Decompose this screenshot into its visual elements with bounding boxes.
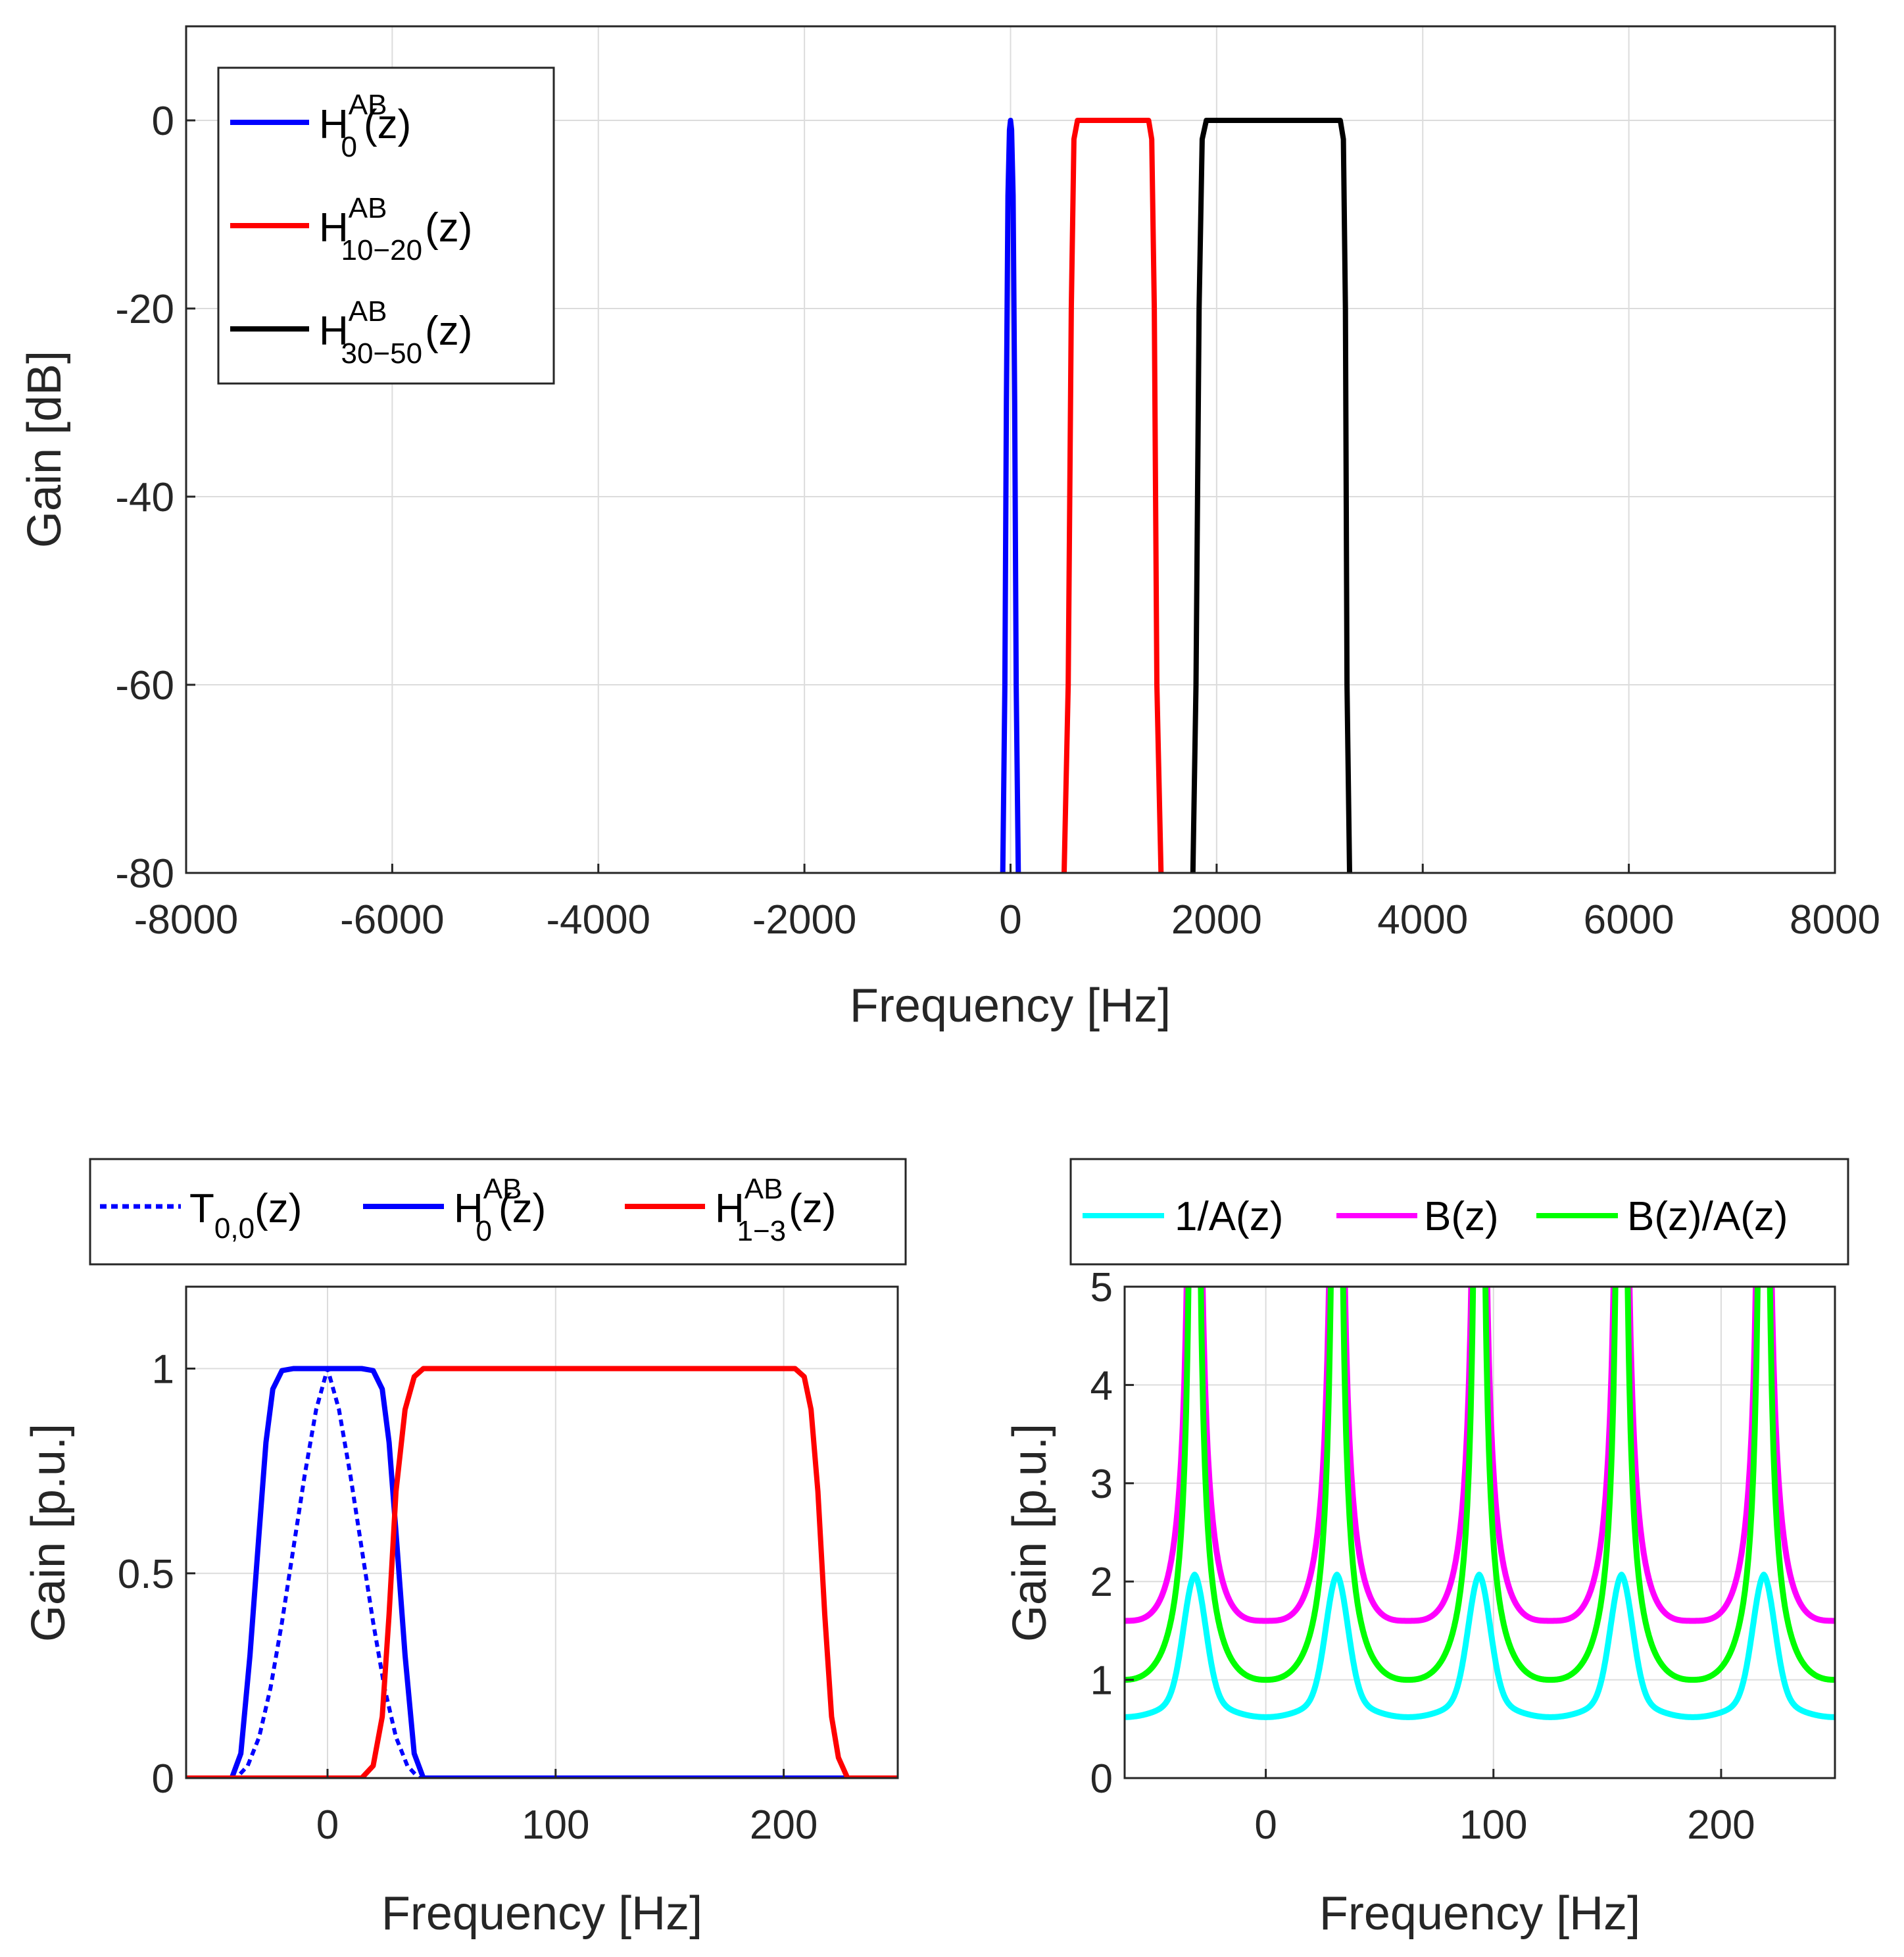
br-x-tick-label: 100 xyxy=(1459,1802,1527,1848)
br-y-tick-label: 3 xyxy=(1090,1462,1113,1507)
legend-entry-inv-a: 1/A(z) xyxy=(1175,1194,1283,1239)
bottom-right-y-axis-label: Gain [p.u.] xyxy=(1004,1424,1056,1642)
series-h10-20ab-z- xyxy=(1062,118,1164,873)
br-y-tick-label: 5 xyxy=(1090,1265,1113,1310)
series-b-z- xyxy=(1125,1287,1835,1624)
legend-entry-h10-20: HAB 10−20(z) xyxy=(319,192,472,266)
bottom-right-plot: 0 100 200 0 1 2 3 4 5 Frequency [Hz] Gain [p.u.… xyxy=(1004,1158,1849,1940)
legend-entry-h30-50: HAB 30−50(z) xyxy=(319,295,472,370)
top-y-tick-label: -80 xyxy=(115,851,174,897)
top-x-tick-label: -4000 xyxy=(546,897,650,943)
bottom-left-y-axis-label: Gain [p.u.] xyxy=(22,1424,75,1642)
br-y-tick-label: 0 xyxy=(1090,1756,1113,1802)
bottom-right-legend-box xyxy=(1069,1158,1849,1266)
top-x-tick-label: -6000 xyxy=(340,897,445,943)
legend-entry-h0-bl: HAB 0 (z) xyxy=(454,1173,546,1247)
br-y-tick-label: 2 xyxy=(1090,1560,1113,1605)
top-x-tick-label: 4000 xyxy=(1377,897,1468,943)
top-x-axis-label: Frequency [Hz] xyxy=(850,979,1171,1032)
bottom-left-legend: T0,0(z) HAB 0 (z) HAB 1−3(z) xyxy=(89,1158,907,1266)
legend-entry-h13: HAB 1−3(z) xyxy=(715,1173,836,1247)
top-y-tick-label: -40 xyxy=(115,475,174,520)
bottom-right-x-axis-label: Frequency [Hz] xyxy=(1319,1887,1640,1940)
top-x-tick-label: 8000 xyxy=(1790,897,1880,943)
bottom-right-legend: 1/A(z) B(z) B(z)/A(z) xyxy=(1069,1158,1849,1266)
legend-entry-b: B(z) xyxy=(1424,1194,1499,1239)
top-y-axis-label: Gain [dB] xyxy=(18,351,71,548)
series-b-z-a-z- xyxy=(1125,1287,1835,1683)
top-x-tick-label: 2000 xyxy=(1171,897,1262,943)
bl-x-tick-label: 200 xyxy=(750,1802,818,1848)
bottom-left-plot-frame xyxy=(185,1285,899,1779)
bl-y-tick-label: 1 xyxy=(152,1347,174,1393)
bottom-right-plot-frame xyxy=(1123,1285,1836,1779)
top-x-tick-label: -2000 xyxy=(752,897,857,943)
top-x-tick-label: -8000 xyxy=(134,897,239,943)
bl-y-tick-label: 0 xyxy=(152,1756,174,1802)
bottom-left-legend-box xyxy=(89,1158,907,1266)
top-y-tick-label: 0 xyxy=(152,99,174,144)
series-1-a-z- xyxy=(1125,1572,1835,1720)
top-x-tick-label: 0 xyxy=(999,897,1021,943)
br-x-tick-label: 200 xyxy=(1687,1802,1755,1848)
series-h0ab-z- xyxy=(1000,118,1021,873)
br-y-tick-label: 1 xyxy=(1090,1658,1113,1704)
legend-entry-h0: HAB 0 (z) xyxy=(319,89,411,163)
series-h0ab-z- xyxy=(186,1366,898,1778)
top-y-tick-label: -60 xyxy=(115,663,174,708)
br-x-tick-label: 0 xyxy=(1254,1802,1277,1848)
bottom-left-x-axis-label: Frequency [Hz] xyxy=(381,1887,702,1940)
series-h1-3ab-z- xyxy=(186,1366,898,1778)
series-h30-50ab-z- xyxy=(1190,118,1352,873)
top-plot: -8000 -6000 -4000 -2000 0 2000 4000 6000 8000 0 -… xyxy=(18,25,1880,1032)
top-x-tick-label: 6000 xyxy=(1584,897,1674,943)
bottom-left-plot: 0 100 200 0 0.5 1 Frequency [Hz] Gain [p.u.]… xyxy=(22,1158,907,1940)
top-y-tick-label: -20 xyxy=(115,287,174,332)
bl-y-tick-label: 0.5 xyxy=(118,1552,174,1597)
bl-x-tick-label: 100 xyxy=(522,1802,589,1848)
legend-entry-t00: T0,0(z) xyxy=(189,1186,302,1245)
legend-entry-b-over-a: B(z)/A(z) xyxy=(1627,1194,1788,1239)
bl-x-tick-label: 0 xyxy=(316,1802,339,1848)
top-legend: HAB 0 (z) HAB 10−20(z) HAB 30−50(z) xyxy=(217,66,555,385)
br-y-tick-label: 4 xyxy=(1090,1363,1113,1408)
